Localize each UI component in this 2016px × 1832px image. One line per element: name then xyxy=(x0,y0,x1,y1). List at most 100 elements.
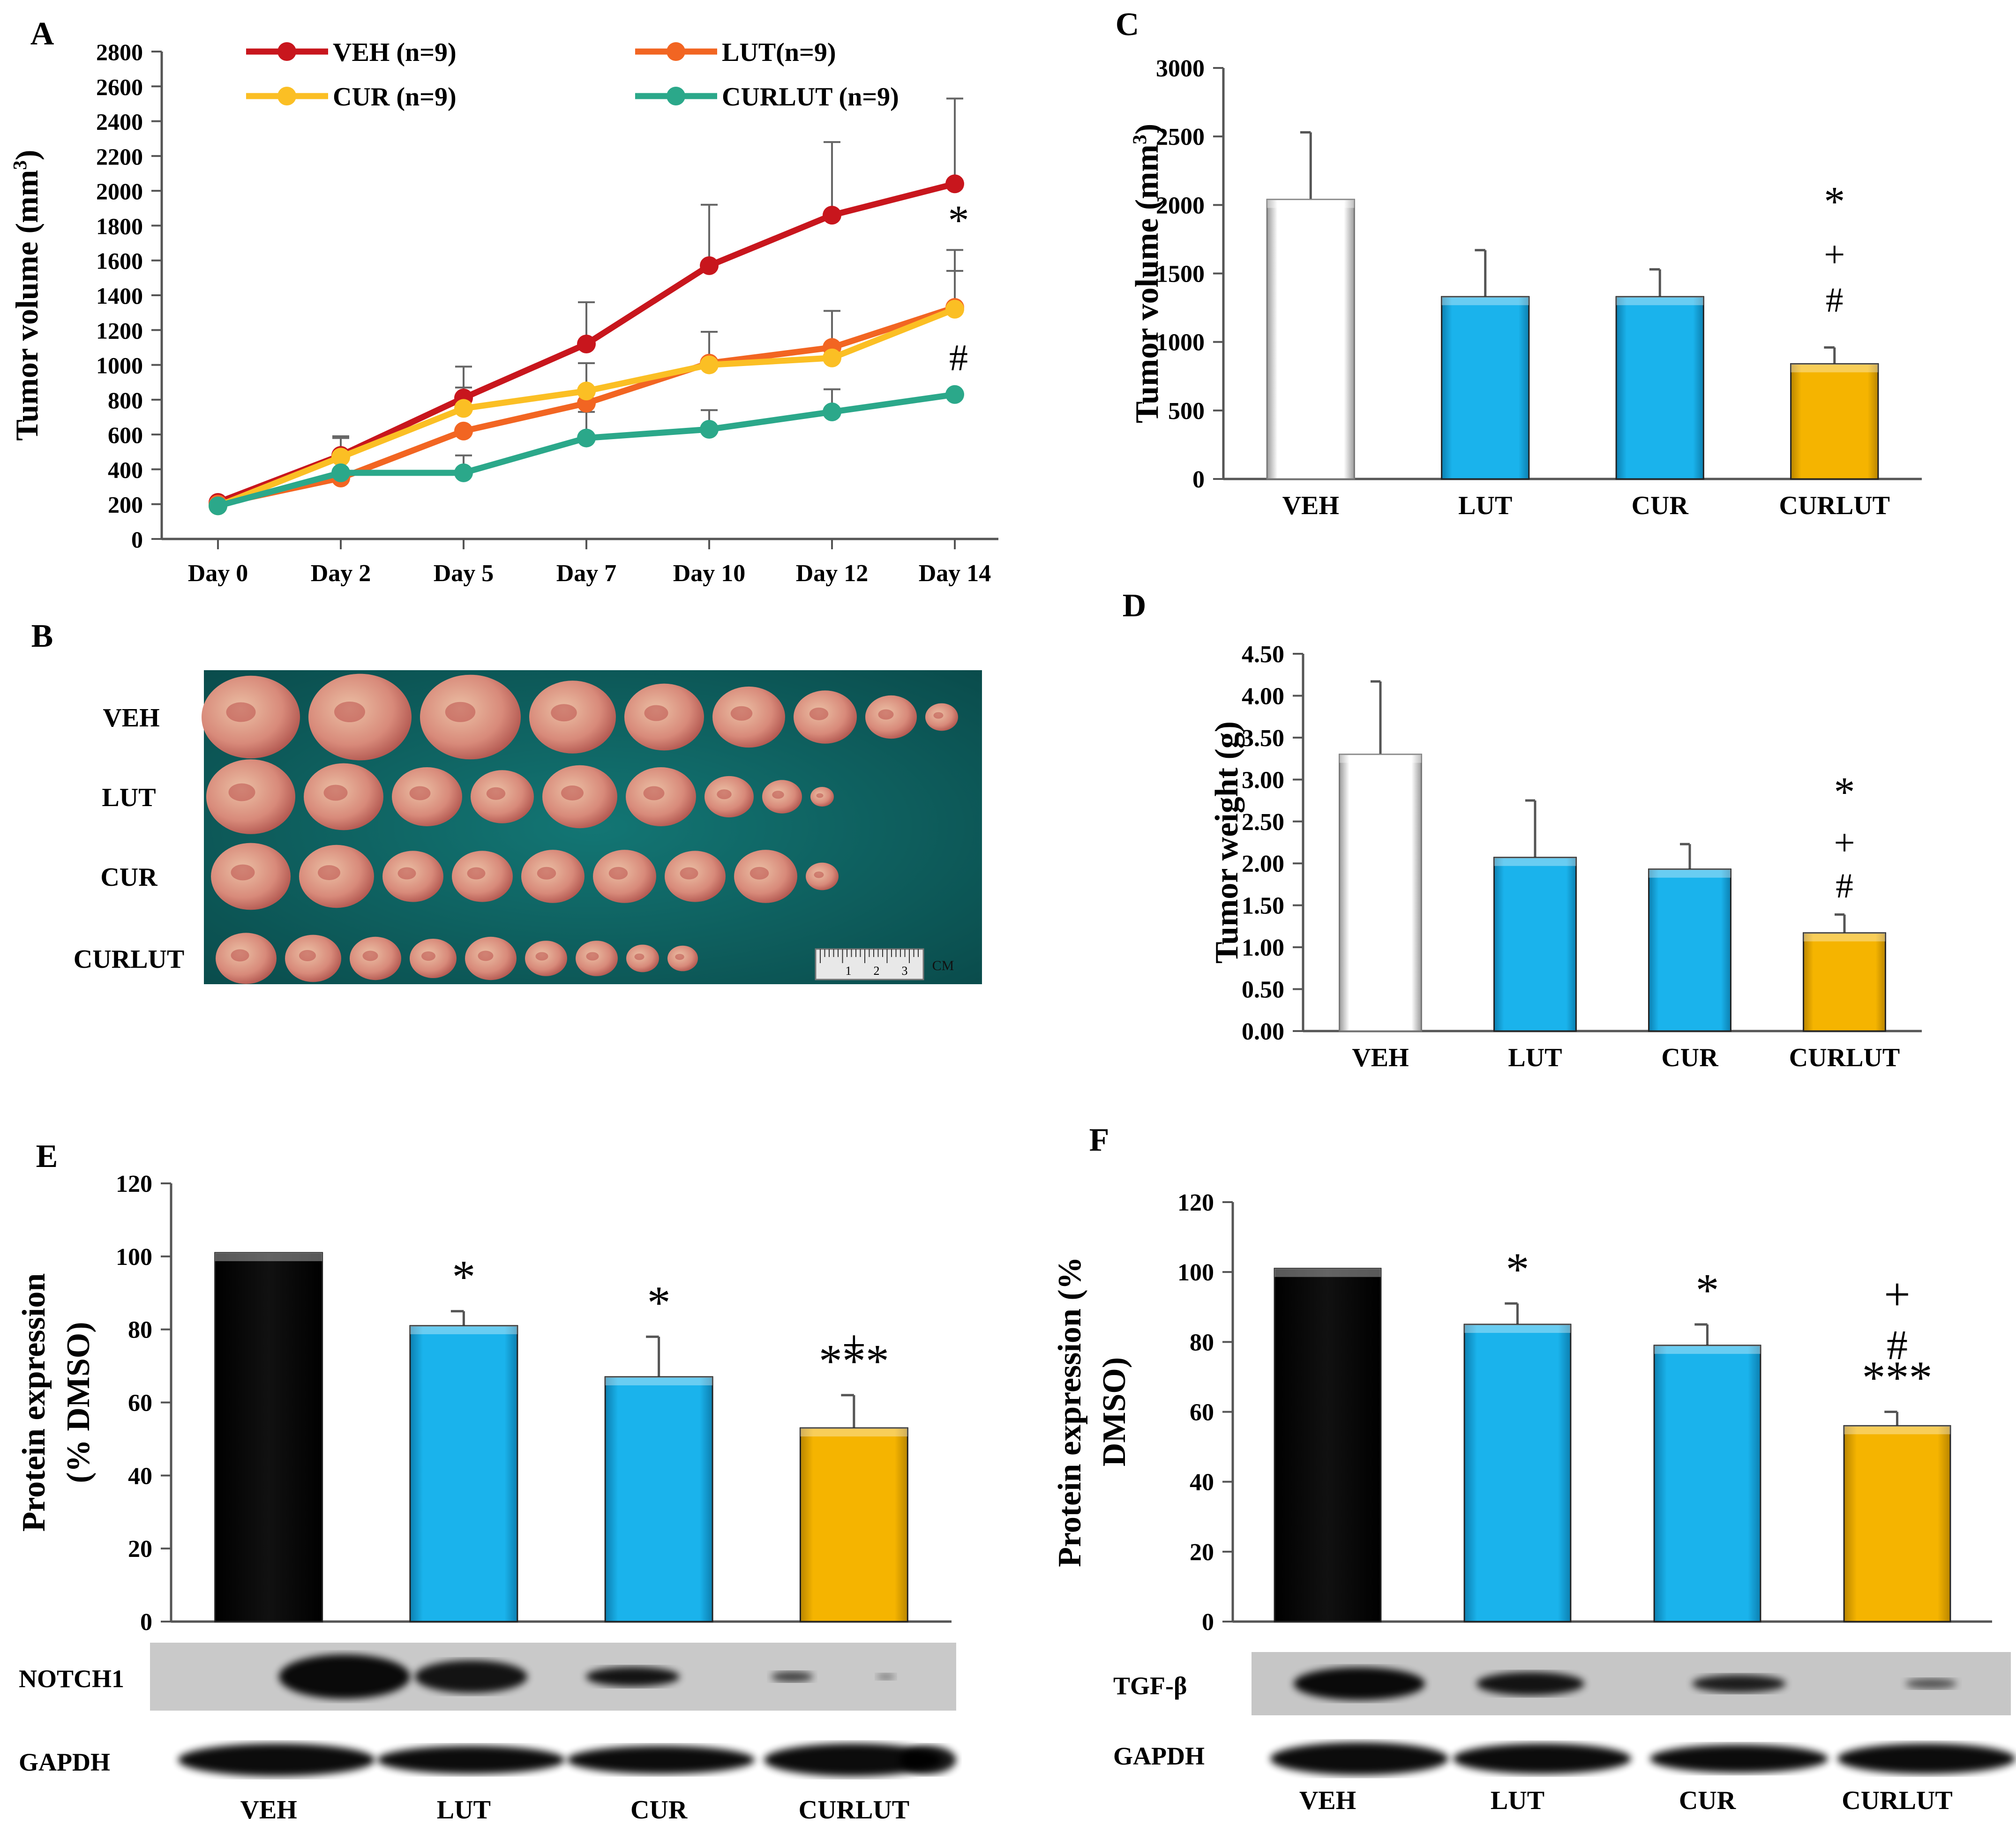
tumor-vessel xyxy=(586,952,599,961)
y-tick-label-d: 3.00 xyxy=(1242,767,1284,793)
y-tick-label-e: 0 xyxy=(140,1609,152,1636)
tumor-sample xyxy=(206,759,295,834)
tumor-vessel xyxy=(323,785,348,801)
y-tick-label-d: 2.00 xyxy=(1242,851,1284,877)
bar-bevel-f xyxy=(1464,1324,1571,1333)
tumor-vessel xyxy=(730,706,753,721)
y-tick-label-f: 80 xyxy=(1190,1329,1214,1356)
x-tick-label-a: Day 0 xyxy=(188,560,248,587)
bar-curlut-c xyxy=(1790,363,1879,480)
bar-bevel-d xyxy=(1649,869,1731,878)
tumor-vessel xyxy=(226,702,256,722)
x-tick-label-d: CUR xyxy=(1661,1043,1718,1072)
legend-label-veh: VEH (n=9) xyxy=(333,38,457,67)
tumor-sample xyxy=(202,675,300,759)
y-tick-label-d: 1.50 xyxy=(1242,893,1284,920)
data-point-curlut xyxy=(823,402,841,421)
ruler-unit-label: CM xyxy=(932,958,954,973)
data-point-curlut xyxy=(454,463,473,482)
notch1-blot-band xyxy=(771,1671,813,1682)
y-tick-label-a: 1600 xyxy=(96,248,143,274)
gapdh-blot-e-band xyxy=(377,1746,565,1774)
y-tick-label-c: 0 xyxy=(1192,466,1205,493)
bar-bevel-f xyxy=(1844,1426,1950,1435)
bar-bevel-f xyxy=(1274,1268,1381,1277)
ruler-number: 1 xyxy=(846,964,852,978)
panel-label-d: D xyxy=(1123,588,1147,624)
data-point-cur xyxy=(577,381,596,401)
panel-label-b: B xyxy=(31,618,53,654)
tumor-sample xyxy=(626,944,659,972)
y-axis-title-c: Tumor volume (mm3) xyxy=(1129,124,1165,423)
x-tick-label-f: LUT xyxy=(1491,1786,1544,1815)
y-tick-label-c: 2500 xyxy=(1156,124,1205,150)
data-point-cur xyxy=(331,448,350,467)
data-point-veh xyxy=(945,174,964,194)
tumor-vessel xyxy=(535,952,548,961)
bar-veh-c xyxy=(1266,199,1355,480)
blot-label-tgfb: TGF-β xyxy=(1113,1672,1187,1700)
x-tick-label-f: VEH xyxy=(1299,1786,1356,1815)
annotation-stack-e: + xyxy=(842,1322,866,1368)
tgfb-blot-band xyxy=(1476,1672,1584,1696)
gapdh-blot-e-band xyxy=(567,1746,755,1774)
y-tick-label-e: 120 xyxy=(116,1171,152,1197)
tumor-sample xyxy=(304,763,383,830)
legend-label-cur: CUR (n=9) xyxy=(333,82,457,112)
legend-marker-lut xyxy=(667,42,685,61)
y-tick-label-d: 1.00 xyxy=(1242,935,1284,961)
tumor-sample xyxy=(471,770,534,823)
tumor-sample xyxy=(704,776,754,818)
data-point-curlut xyxy=(945,385,964,404)
tumor-sample xyxy=(542,765,617,829)
y-tick-label-a: 1200 xyxy=(96,317,143,344)
tumor-vessel xyxy=(809,707,829,720)
tumor-vessel xyxy=(467,867,486,880)
y-axis-title-d: Tumor weight (g) xyxy=(1209,721,1245,964)
tumor-vessel xyxy=(644,705,668,721)
photo-row-label-lut: LUT xyxy=(102,783,156,812)
y-tick-label-e: 40 xyxy=(128,1463,152,1489)
bar-bevel-c xyxy=(1441,297,1529,306)
photo-row-label-veh: VEH xyxy=(103,703,159,733)
y-tick-label-c: 1000 xyxy=(1156,329,1205,356)
y-axis-title-f: DMSO) xyxy=(1096,1357,1132,1466)
annotation-sig-f: *** xyxy=(1862,1352,1933,1404)
bar-veh-e xyxy=(214,1252,323,1623)
y-axis-title-a: Tumor volume (mm3) xyxy=(9,150,45,441)
y-tick-label-a: 2000 xyxy=(96,178,143,204)
legend-label-curlut: CURLUT (n=9) xyxy=(722,82,899,112)
tumor-sample xyxy=(626,767,696,826)
y-tick-label-a: 0 xyxy=(131,526,143,553)
x-tick-label-d: CURLUT xyxy=(1789,1043,1900,1072)
bar-curlut-e xyxy=(799,1427,908,1623)
x-tick-label-a: Day 14 xyxy=(919,560,991,587)
bar-veh-f xyxy=(1274,1268,1382,1623)
tumor-vessel xyxy=(299,950,316,961)
y-tick-label-d: 2.50 xyxy=(1242,809,1284,836)
y-axis-title-c-text: Tumor volume (mm3) xyxy=(1129,124,1165,423)
annotation-sig-e: * xyxy=(647,1276,671,1328)
blot-label-notch1: NOTCH1 xyxy=(19,1665,124,1693)
y-tick-label-f: 120 xyxy=(1177,1189,1214,1216)
annotation-hash-a: # xyxy=(949,337,968,379)
y-tick-label-a: 200 xyxy=(108,492,143,518)
x-tick-label-a: Day 10 xyxy=(673,560,746,587)
tumor-sample xyxy=(525,941,567,976)
tumor-sample xyxy=(865,695,917,739)
tumor-vessel xyxy=(445,702,476,722)
tumor-vessel xyxy=(561,785,584,800)
y-tick-label-a: 400 xyxy=(108,456,143,483)
tumor-sample xyxy=(216,933,277,984)
y-axis-title-d-text: Tumor weight (g) xyxy=(1209,721,1245,964)
bar-bevel-d xyxy=(1339,754,1422,763)
tumor-sample xyxy=(521,850,585,903)
tumor-vessel xyxy=(409,786,431,800)
annotation-stack-d: * xyxy=(1834,769,1855,815)
data-point-veh xyxy=(577,335,596,353)
blot-label-gapdh-e: GAPDH xyxy=(19,1748,110,1776)
panel-label-e: E xyxy=(36,1138,58,1174)
panel-label-c: C xyxy=(1116,7,1139,43)
notch1-blot-band xyxy=(586,1667,680,1687)
bar-lut-e xyxy=(409,1325,518,1623)
